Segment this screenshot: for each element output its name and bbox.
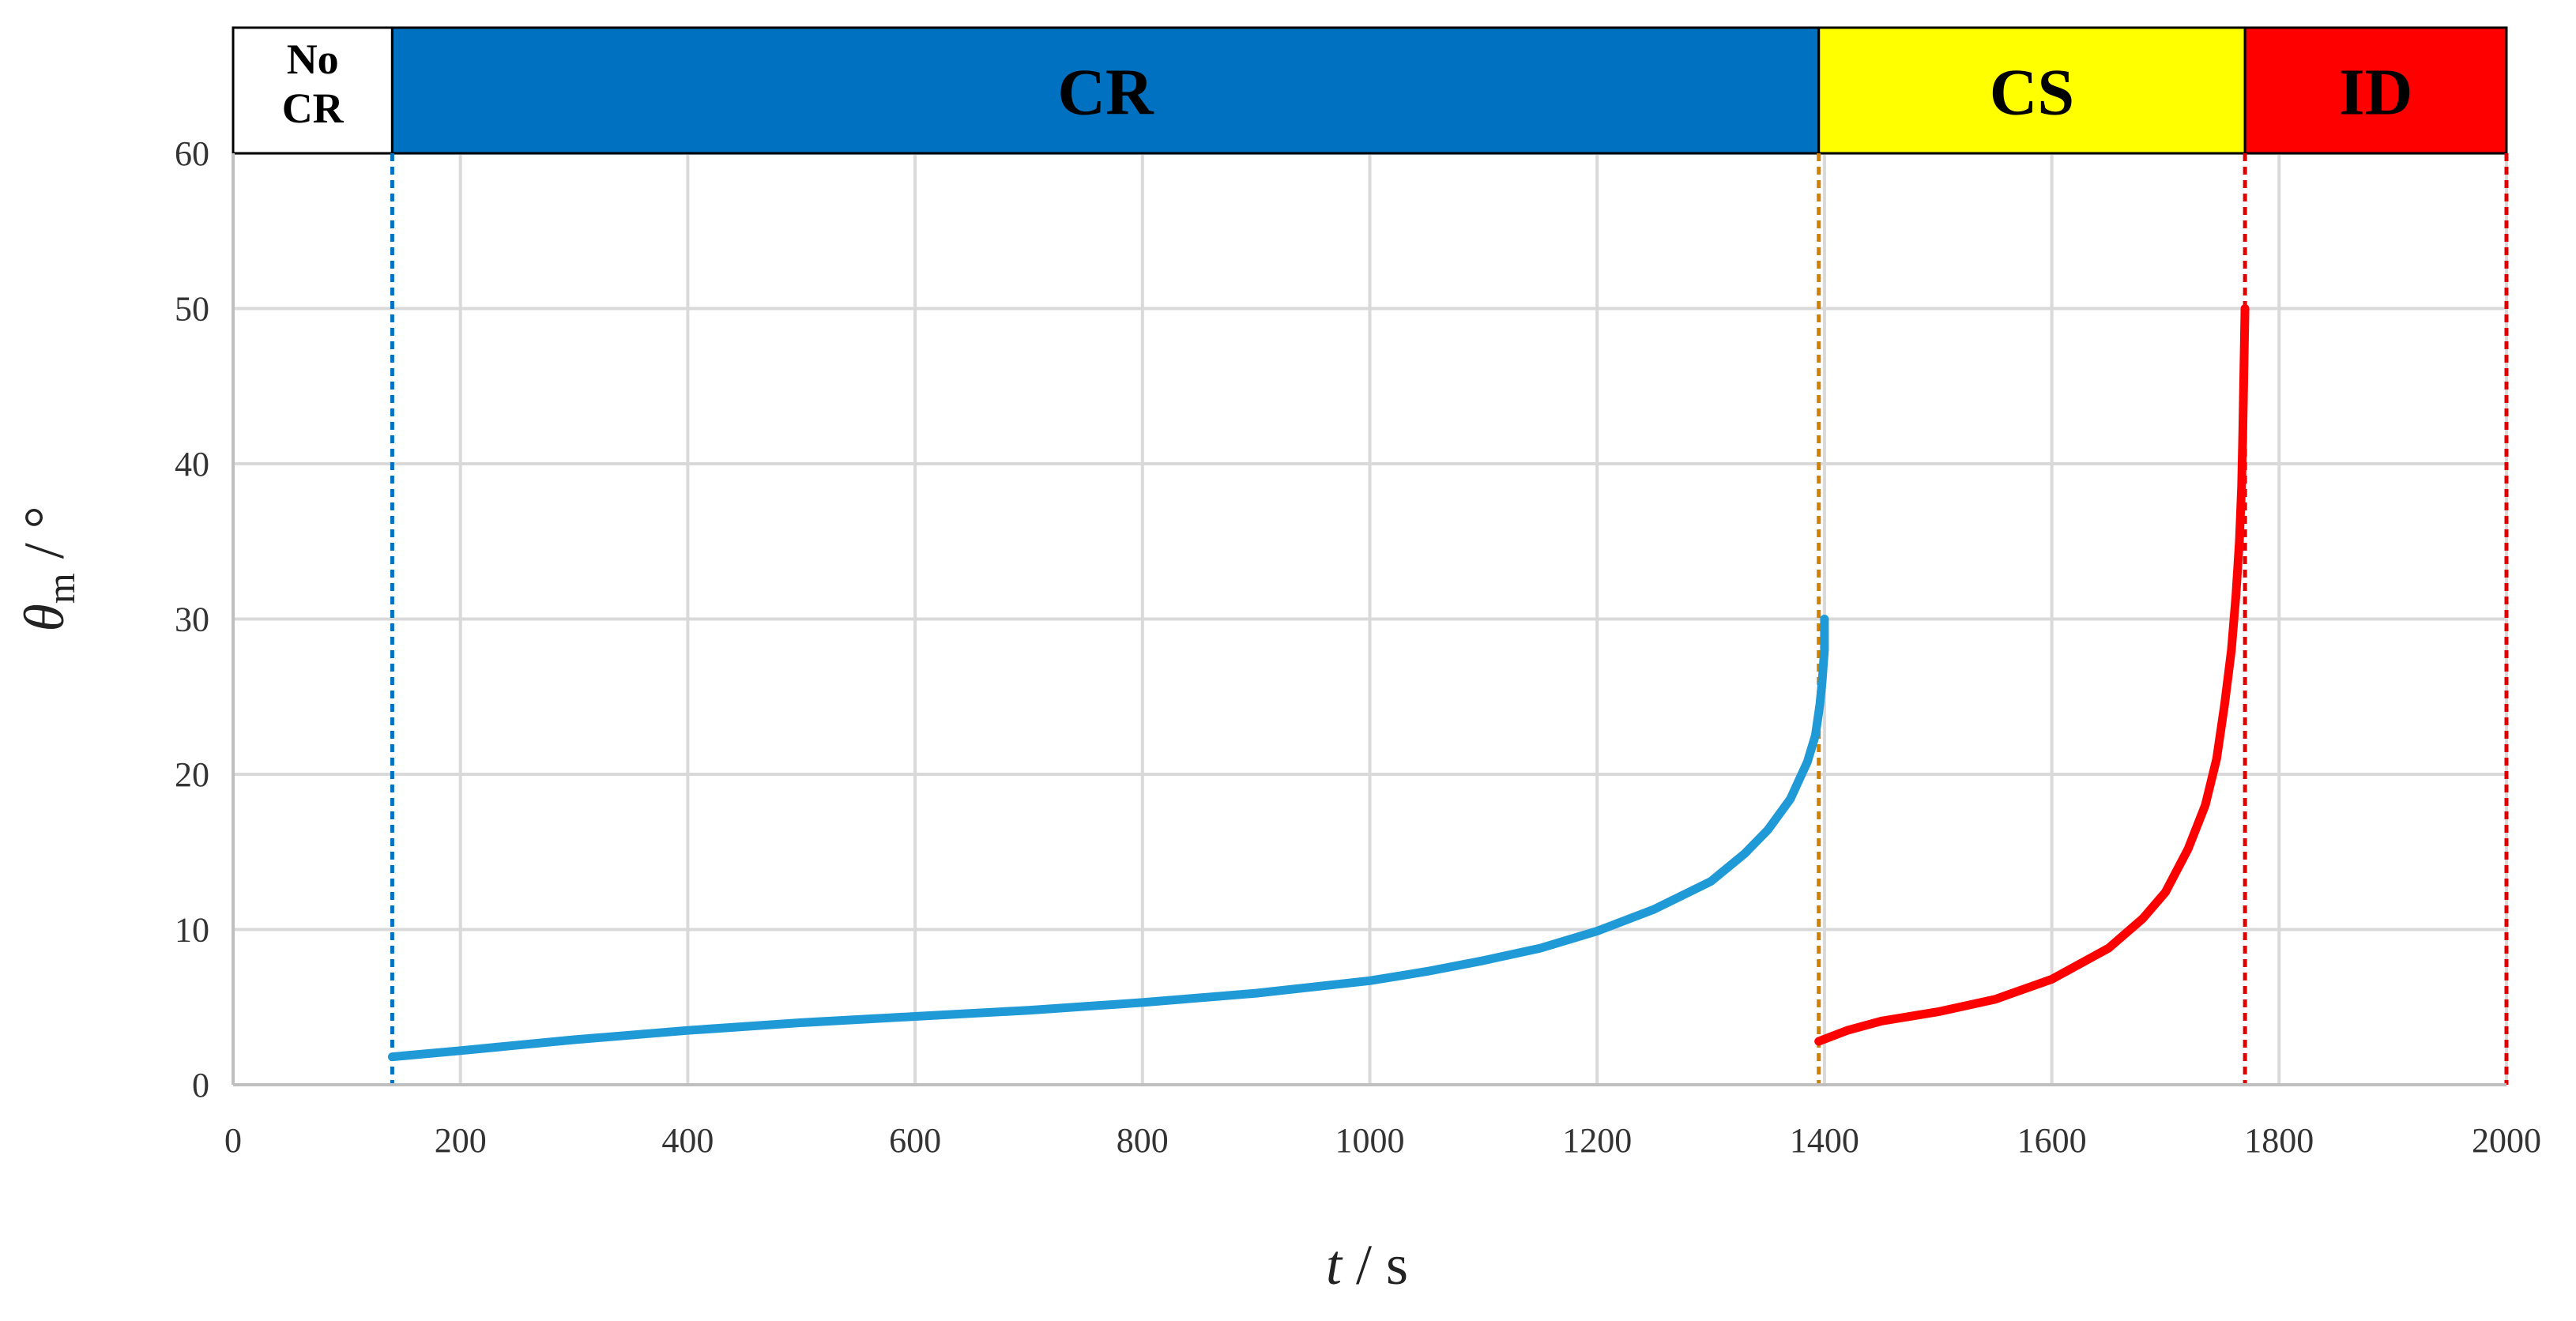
- x-tick-label: 400: [661, 1121, 714, 1160]
- region-label: CR: [1057, 56, 1154, 130]
- region-band: [2243, 26, 2508, 155]
- x-tick-label: 600: [889, 1121, 941, 1160]
- region-band: [390, 26, 1821, 155]
- series-line: [1814, 304, 2250, 1046]
- y-tick-label: 0: [192, 1066, 209, 1105]
- x-tick-label: 200: [435, 1121, 487, 1160]
- y-tick-label: 50: [175, 290, 209, 329]
- x-tick-label: 1800: [2244, 1121, 2314, 1160]
- y-tick-label: 10: [175, 911, 209, 950]
- data-series: [387, 304, 2250, 1062]
- y-tick-label: 60: [175, 134, 209, 173]
- x-tick-label: 1400: [1790, 1121, 1859, 1160]
- x-tick-label: 1600: [2017, 1121, 2087, 1160]
- tick-labels: 0 200 400 600 800 1000 1200 1400 1600 1800 2000 0 10…: [175, 134, 2541, 1160]
- x-tick-label: 0: [224, 1121, 242, 1160]
- region-label: CR: [282, 85, 345, 132]
- x-axis-title: t / s: [1326, 1233, 1408, 1297]
- region-label: CS: [1990, 56, 2074, 130]
- x-tick-label: 1000: [1335, 1121, 1405, 1160]
- region-label: No: [287, 36, 339, 83]
- y-axis-title: θm / °: [13, 506, 83, 631]
- x-tick-label: 2000: [2472, 1121, 2541, 1160]
- region-band: [232, 26, 394, 155]
- region-label: ID: [2339, 56, 2412, 130]
- y-tick-label: 30: [175, 600, 209, 639]
- x-tick-label: 800: [1117, 1121, 1169, 1160]
- series-line: [387, 615, 1829, 1062]
- y-tick-label: 20: [175, 755, 209, 794]
- gridlines: [233, 152, 2508, 1085]
- region-band: [1817, 26, 2246, 155]
- axes: [232, 153, 2506, 1086]
- y-tick-label: 40: [175, 445, 209, 484]
- x-tick-label: 1200: [1562, 1121, 1632, 1160]
